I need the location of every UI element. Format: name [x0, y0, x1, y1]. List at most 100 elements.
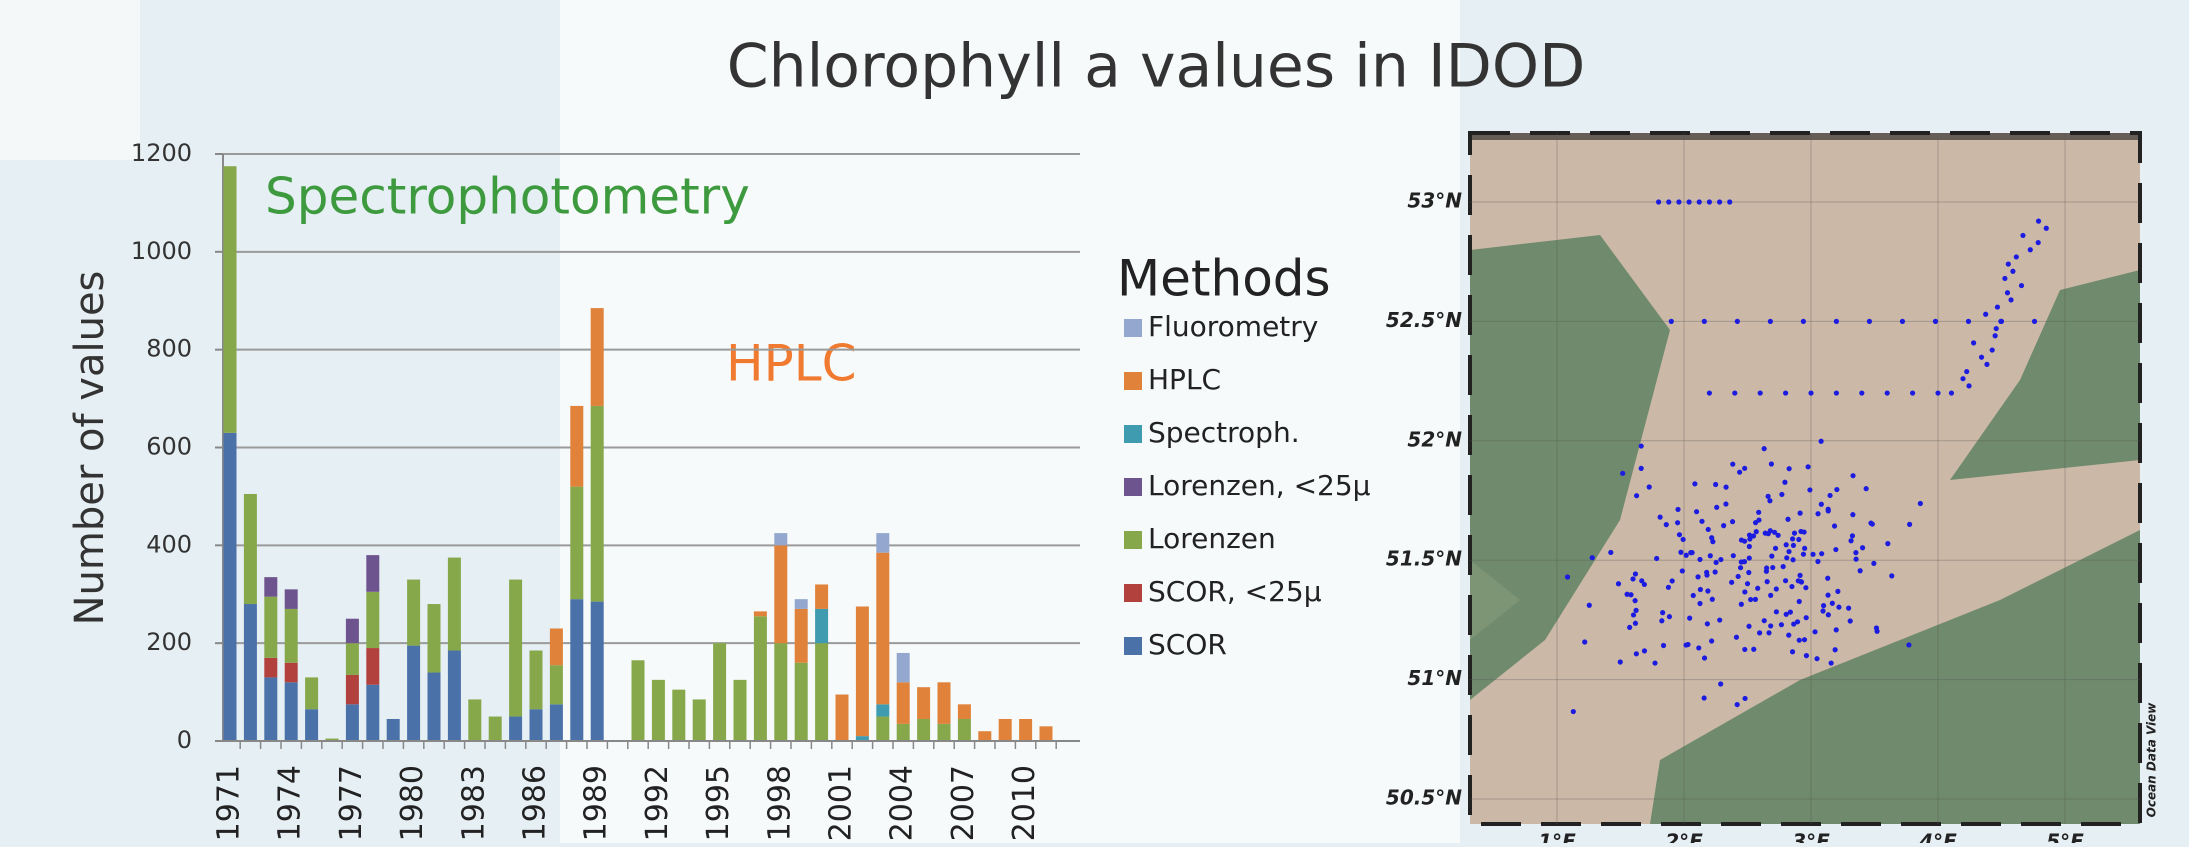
- legend-label: Lorenzen: [1148, 522, 1276, 555]
- map-station: [1801, 552, 1806, 557]
- map-station: [1870, 521, 1875, 526]
- map-station: [1864, 486, 1869, 491]
- map-station: [1756, 510, 1761, 515]
- map-station: [1983, 312, 1988, 317]
- map-station: [1819, 551, 1824, 556]
- bar-segment: [897, 724, 910, 741]
- map-station: [1850, 473, 1855, 478]
- map-lat-label: 52.5°N: [1386, 308, 1462, 332]
- map-station: [1815, 511, 1820, 516]
- legend-swatch: [1124, 319, 1142, 337]
- bar-segment: [876, 553, 889, 705]
- map-station: [1762, 618, 1767, 623]
- map-station: [1846, 606, 1851, 611]
- map-station: [1628, 592, 1633, 597]
- map-station: [1826, 612, 1831, 617]
- bar-segment: [550, 628, 563, 665]
- bar-segment: [530, 651, 543, 710]
- map-station: [1867, 319, 1872, 324]
- map-station: [1639, 443, 1644, 448]
- map-station: [1834, 627, 1839, 632]
- map-station: [1784, 542, 1789, 547]
- bar-segment: [570, 406, 583, 487]
- y-tick-label: 0: [177, 726, 192, 754]
- annotation: HPLC: [726, 335, 857, 393]
- map-station: [1791, 543, 1796, 548]
- map-station: [1729, 580, 1734, 585]
- map-station: [1677, 532, 1682, 537]
- x-tick-label: 1977: [334, 765, 369, 841]
- bar-segment: [224, 166, 237, 433]
- map-station: [1789, 584, 1794, 589]
- bar-segment: [530, 709, 543, 741]
- map-station: [1836, 605, 1841, 610]
- map-station: [1971, 340, 1976, 345]
- map-station: [1667, 614, 1672, 619]
- map-station: [1779, 622, 1784, 627]
- map-station: [1994, 326, 1999, 331]
- bar-segment: [815, 609, 828, 643]
- map-station: [1669, 319, 1674, 324]
- map-station: [1833, 647, 1838, 652]
- map-station: [2032, 319, 2037, 324]
- bar-segment: [285, 589, 298, 609]
- map-station: [1900, 319, 1905, 324]
- map-station: [1735, 702, 1740, 707]
- y-tick-label: 1200: [131, 139, 192, 167]
- map-station: [1765, 494, 1770, 499]
- map-station: [1620, 471, 1625, 476]
- map-station: [1808, 390, 1813, 395]
- map-station: [1754, 529, 1759, 534]
- map-station: [1874, 629, 1879, 634]
- bar-segment: [876, 717, 889, 741]
- map-station: [1860, 545, 1865, 550]
- bar-segment: [489, 717, 502, 741]
- map-station: [1979, 355, 1984, 360]
- map-station: [1853, 550, 1858, 555]
- map-station: [1790, 649, 1795, 654]
- map-station: [1748, 597, 1753, 602]
- map-station: [1590, 555, 1595, 560]
- bar-segment: [448, 651, 461, 741]
- bar-segment: [366, 555, 379, 592]
- map-station: [1757, 630, 1762, 635]
- map-station: [1783, 578, 1788, 583]
- bar-segment: [938, 724, 951, 741]
- map-station: [1803, 585, 1808, 590]
- map-station: [1695, 574, 1700, 579]
- map-station: [1935, 390, 1940, 395]
- map-station: [1834, 487, 1839, 492]
- map-station: [1763, 531, 1768, 536]
- map-station: [1705, 621, 1710, 626]
- map-station: [1633, 571, 1638, 576]
- map-station: [1739, 602, 1744, 607]
- map-station: [1773, 546, 1778, 551]
- map-station: [1998, 319, 2003, 324]
- x-tick-label: 1995: [701, 765, 736, 841]
- map-station: [1747, 555, 1752, 560]
- map-station: [1730, 519, 1735, 524]
- map-station: [1714, 560, 1719, 565]
- bar-segment: [285, 663, 298, 683]
- map-lon-label: 2°E: [1665, 830, 1703, 844]
- map-station: [1885, 541, 1890, 546]
- map-station: [1768, 623, 1773, 628]
- bar-segment: [774, 643, 787, 741]
- bar-segment: [366, 592, 379, 648]
- map-station: [1565, 574, 1570, 579]
- map-station: [1742, 539, 1747, 544]
- map-station: [1694, 509, 1699, 514]
- map-station: [1960, 376, 1965, 381]
- map-station: [1707, 199, 1712, 204]
- annotation: Spectrophotometry: [265, 168, 750, 226]
- y-axis-label: Number of values: [67, 271, 113, 626]
- map-station: [1658, 515, 1663, 520]
- bar-segment: [897, 682, 910, 724]
- bar-segment: [999, 719, 1012, 741]
- map-lon-label: 1°E: [1538, 830, 1576, 844]
- map-station: [1633, 608, 1638, 613]
- map-station: [1684, 553, 1689, 558]
- map-station: [1736, 574, 1741, 579]
- legend-label: SCOR, <25µ: [1148, 575, 1322, 608]
- bar-segment: [570, 599, 583, 741]
